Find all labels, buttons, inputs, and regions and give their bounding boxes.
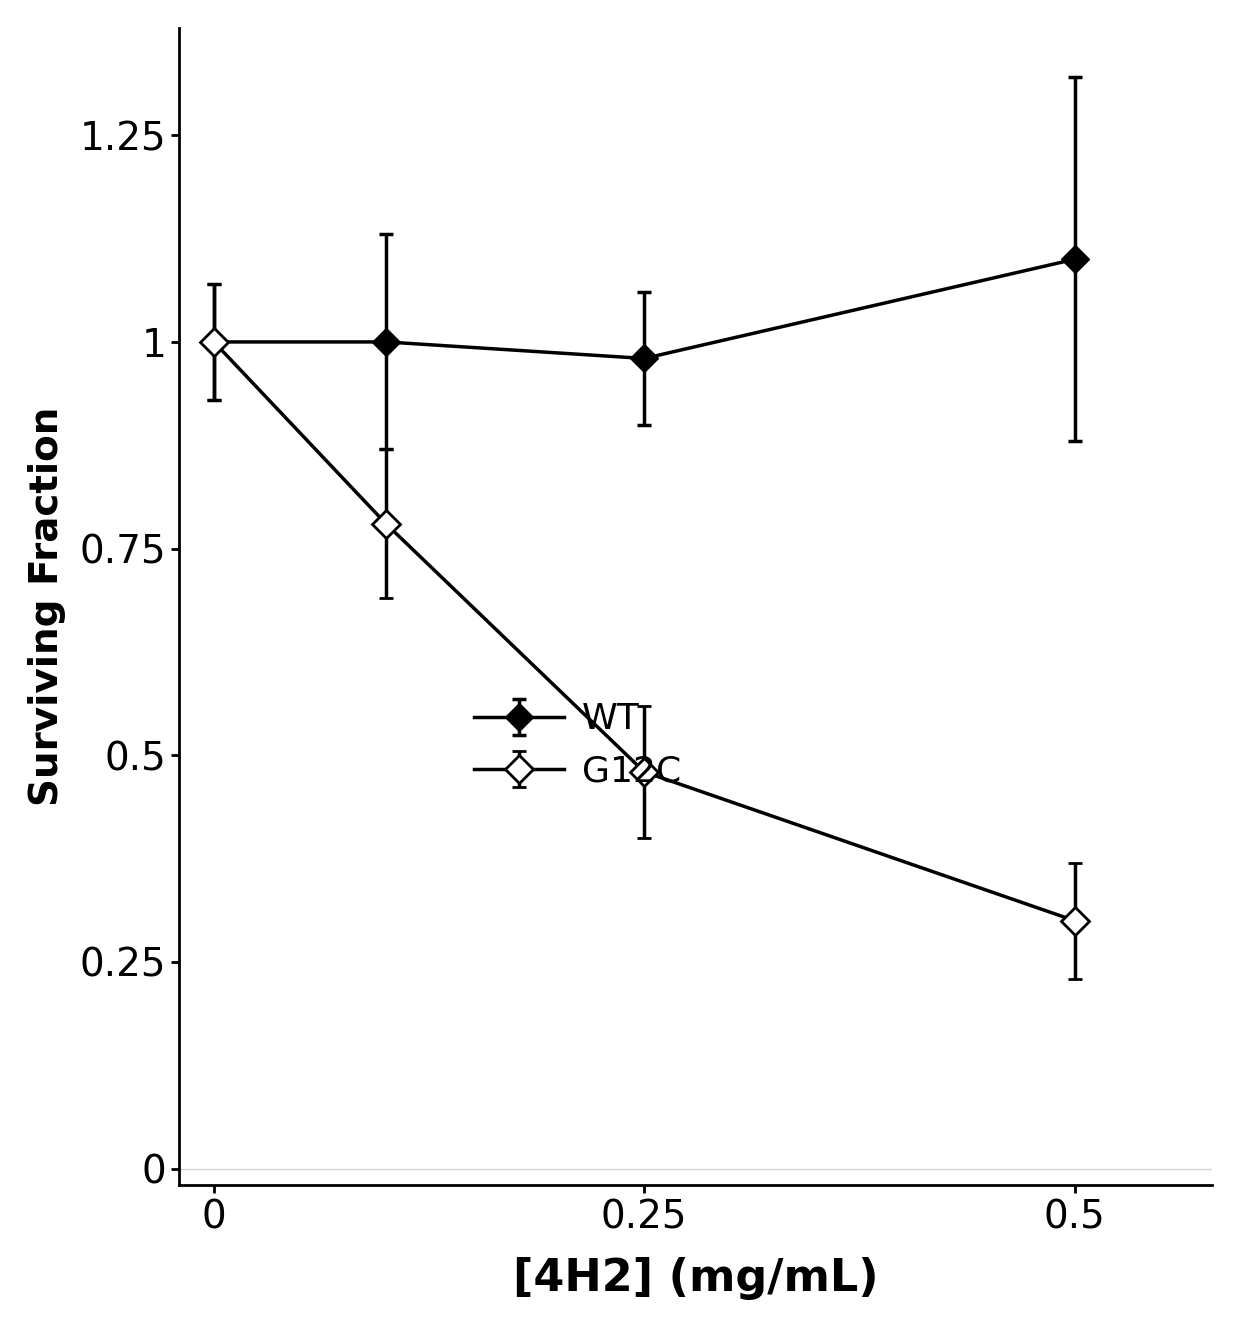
Y-axis label: Surviving Fraction: Surviving Fraction [27, 406, 66, 806]
Legend: WT, G12C: WT, G12C [456, 684, 699, 806]
X-axis label: [4H2] (mg/mL): [4H2] (mg/mL) [513, 1258, 879, 1300]
